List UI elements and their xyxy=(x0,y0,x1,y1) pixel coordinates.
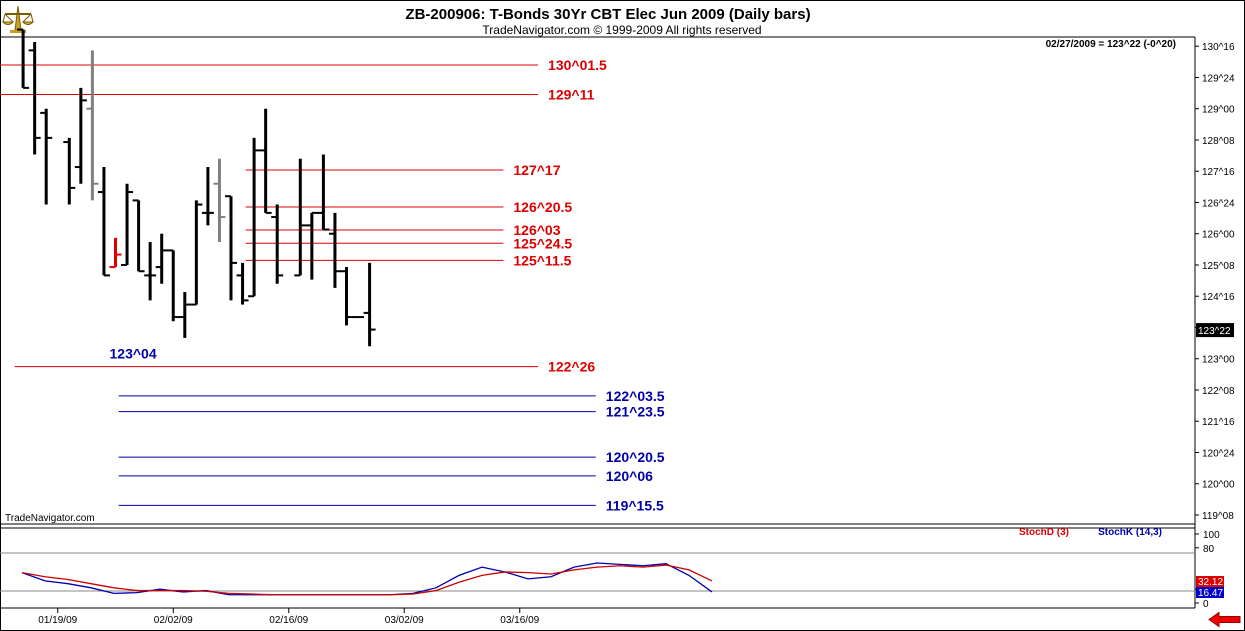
stochastic-pane xyxy=(21,562,713,596)
level-label: 120^20.5 xyxy=(606,449,665,465)
level-label: 130^01.5 xyxy=(548,57,607,73)
price-tick-label: 121^16 xyxy=(1202,417,1235,428)
last-price-box xyxy=(1196,323,1234,338)
price-tick-label: 123^00 xyxy=(1202,355,1235,366)
watermark: TradeNavigator.com xyxy=(5,513,95,524)
stoch-tick-label: 100 xyxy=(1203,530,1220,541)
price-tick-label: 130^16 xyxy=(1202,42,1235,53)
price-tick-label: 126^00 xyxy=(1202,230,1235,241)
ohlc-bar xyxy=(248,137,261,298)
level-label: 129^11 xyxy=(548,87,595,103)
price-tick-label: 122^08 xyxy=(1202,386,1235,397)
ohlc-bar xyxy=(167,249,180,322)
last-price-label: 123^22 xyxy=(1198,326,1231,337)
level-label: 119^15.5 xyxy=(606,497,664,513)
price-tick-label: 128^08 xyxy=(1202,136,1235,147)
level-label: 120^06 xyxy=(606,468,653,484)
ohlc-bar xyxy=(305,211,318,280)
stoch-readout: 32.12 xyxy=(1198,577,1223,588)
ohlc-bar xyxy=(63,137,76,205)
ohlc-bar xyxy=(363,262,376,347)
ohlc-bar xyxy=(340,267,353,326)
stoch-tick-label: 0 xyxy=(1203,599,1209,610)
ohlc-bar xyxy=(201,167,214,226)
price-tick-label: 120^24 xyxy=(1202,448,1235,459)
ohlc-bar xyxy=(109,237,122,269)
legend-stochd: StochD (3) xyxy=(1019,527,1069,538)
ohlc-bar xyxy=(213,158,226,243)
price-tick-label: 119^08 xyxy=(1202,511,1234,522)
ohlc-bar xyxy=(74,87,87,184)
ohlc-bar xyxy=(97,167,110,277)
ohlc-bar xyxy=(155,233,168,284)
copyright-text: TradeNavigator.com © 1999-2009 All right… xyxy=(482,23,761,37)
date-axis: 01/19/09 02/02/09 02/16/09 03/02/09 03/16/09 xyxy=(38,608,540,626)
price-readout: 02/27/2009 = 123^22 (-0^20) xyxy=(1046,39,1176,50)
date-tick-label: 03/02/09 xyxy=(385,615,424,626)
price-tick-label: 129^24 xyxy=(1202,73,1235,84)
stoch-readout-box xyxy=(1196,576,1224,587)
ohlc-bar xyxy=(132,199,145,273)
ohlc-bar xyxy=(328,212,341,288)
stoch-readout-box xyxy=(1196,587,1224,598)
legend-stochk: StochK (14,3) xyxy=(1098,527,1162,538)
stoch-tick-label: 80 xyxy=(1203,544,1215,555)
ohlc-bar xyxy=(236,262,249,305)
stoch-line xyxy=(21,564,713,596)
stoch-readout: 16.47 xyxy=(1198,588,1223,599)
level-label: 126^20.5 xyxy=(513,199,572,215)
price-tick-label: 129^00 xyxy=(1202,105,1235,116)
ohlc-bar xyxy=(271,204,284,284)
price-bars xyxy=(17,28,376,347)
date-tick-label: 02/16/09 xyxy=(269,615,308,626)
price-tick-label: 120^00 xyxy=(1202,480,1235,491)
logo-icon xyxy=(1,1,37,36)
ohlc-bar xyxy=(294,158,307,277)
last-price-marker: 123^22 xyxy=(1196,323,1234,338)
level-label: 125^24.5 xyxy=(513,235,572,251)
date-tick-label: 01/19/09 xyxy=(38,615,77,626)
level-lines: 130^01.5 129^11 127^17 126^20.5 126^03125^24… xyxy=(0,57,665,513)
ohlc-bar xyxy=(28,42,41,155)
ohlc-bar xyxy=(144,242,157,301)
ohlc-bar xyxy=(17,28,30,89)
date-tick-label: 03/16/09 xyxy=(500,615,539,626)
ohlc-bar xyxy=(178,292,191,338)
level-label: 127^17 xyxy=(513,162,560,178)
ohlc-bar xyxy=(225,195,237,301)
annotation-label: 123^04 xyxy=(110,346,157,362)
level-label: 125^11.5 xyxy=(513,252,571,268)
ohlc-bar xyxy=(259,108,272,214)
level-label: 121^23.5 xyxy=(606,404,665,420)
price-tick-label: 125^08 xyxy=(1202,261,1235,272)
ohlc-bar xyxy=(317,154,330,231)
price-tick-label: 124^16 xyxy=(1202,292,1235,303)
date-tick-label: 02/02/09 xyxy=(154,615,193,626)
chart-title: ZB-200906: T-Bonds 30Yr CBT Elec Jun 200… xyxy=(405,6,810,23)
arrow-left-icon[interactable] xyxy=(1207,611,1241,628)
level-label: 122^03.5 xyxy=(606,388,665,404)
ohlc-bar xyxy=(86,50,99,201)
ohlc-bar xyxy=(190,200,203,306)
price-tick-label: 126^24 xyxy=(1202,198,1235,209)
level-label: 122^26 xyxy=(548,359,595,375)
ohlc-bar xyxy=(40,108,53,205)
level-label: 126^03 xyxy=(513,222,560,238)
ohlc-bar xyxy=(121,183,134,266)
price-tick-label: 127^16 xyxy=(1202,167,1235,178)
